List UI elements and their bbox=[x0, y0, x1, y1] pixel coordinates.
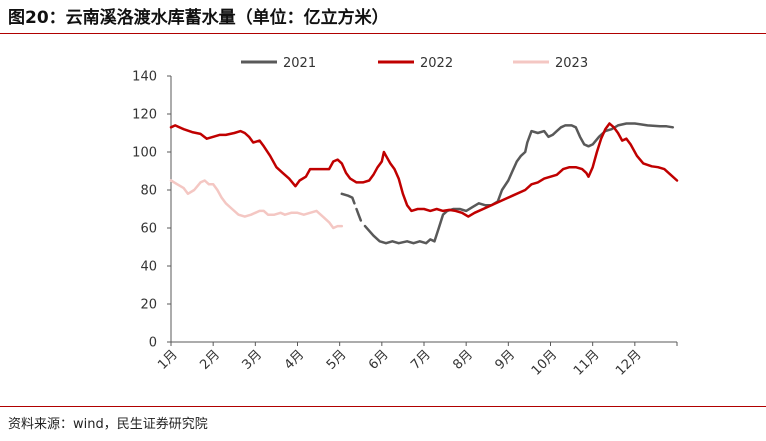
y-tick-label: 100 bbox=[132, 146, 157, 161]
series-line-2023 bbox=[169, 179, 344, 230]
x-tick-label: 10月 bbox=[529, 347, 560, 378]
legend-label-2022: 2022 bbox=[420, 56, 453, 71]
y-tick-label: 40 bbox=[140, 260, 157, 275]
legend-label-2023: 2023 bbox=[555, 56, 588, 71]
x-tick-label: 7月 bbox=[408, 347, 434, 373]
y-tick-label: 20 bbox=[140, 298, 157, 313]
y-tick-label: 120 bbox=[132, 108, 157, 123]
x-tick-label: 4月 bbox=[282, 347, 308, 373]
x-tick-label: 12月 bbox=[613, 347, 644, 378]
x-tick-label: 3月 bbox=[240, 347, 266, 373]
title-divider bbox=[0, 33, 766, 34]
chart-axes: 0 20 40 60 80 100 120 140 1月 2月 3月 4月 5月 6月 7月 8月 9月 10月 1… bbox=[132, 70, 678, 379]
x-tick-label: 6月 bbox=[366, 347, 392, 373]
y-tick-label: 80 bbox=[140, 184, 157, 199]
y-tick-label: 0 bbox=[149, 336, 157, 351]
figure-title: 图20：云南溪洛渡水库蓄水量（单位：亿立方米） bbox=[8, 8, 389, 28]
x-tick-label: 9月 bbox=[493, 347, 519, 373]
source-divider bbox=[0, 406, 766, 407]
series-line-2021 bbox=[363, 122, 675, 245]
x-tick-label: 8月 bbox=[450, 347, 476, 373]
x-tick-label: 2月 bbox=[197, 347, 223, 373]
y-tick-label: 140 bbox=[132, 70, 157, 85]
series-line-2022 bbox=[169, 122, 679, 218]
source-note: 资料来源：wind，民生证券研究院 bbox=[8, 417, 208, 432]
series-line-2021 bbox=[355, 207, 363, 222]
x-tick-label: 11月 bbox=[571, 347, 602, 378]
legend-label-2021: 2021 bbox=[283, 56, 316, 71]
chart-lines bbox=[169, 122, 679, 245]
chart-legend: 2021 2022 2023 bbox=[241, 56, 588, 71]
series-line-2021 bbox=[340, 192, 356, 205]
line-chart: 2021 2022 2023 0 20 40 60 80 100 120 140 1月 2月 3月 4月 5… bbox=[132, 56, 679, 379]
x-tick-label: 1月 bbox=[155, 347, 181, 373]
x-tick-label: 5月 bbox=[324, 347, 350, 373]
y-tick-label: 60 bbox=[140, 222, 157, 237]
